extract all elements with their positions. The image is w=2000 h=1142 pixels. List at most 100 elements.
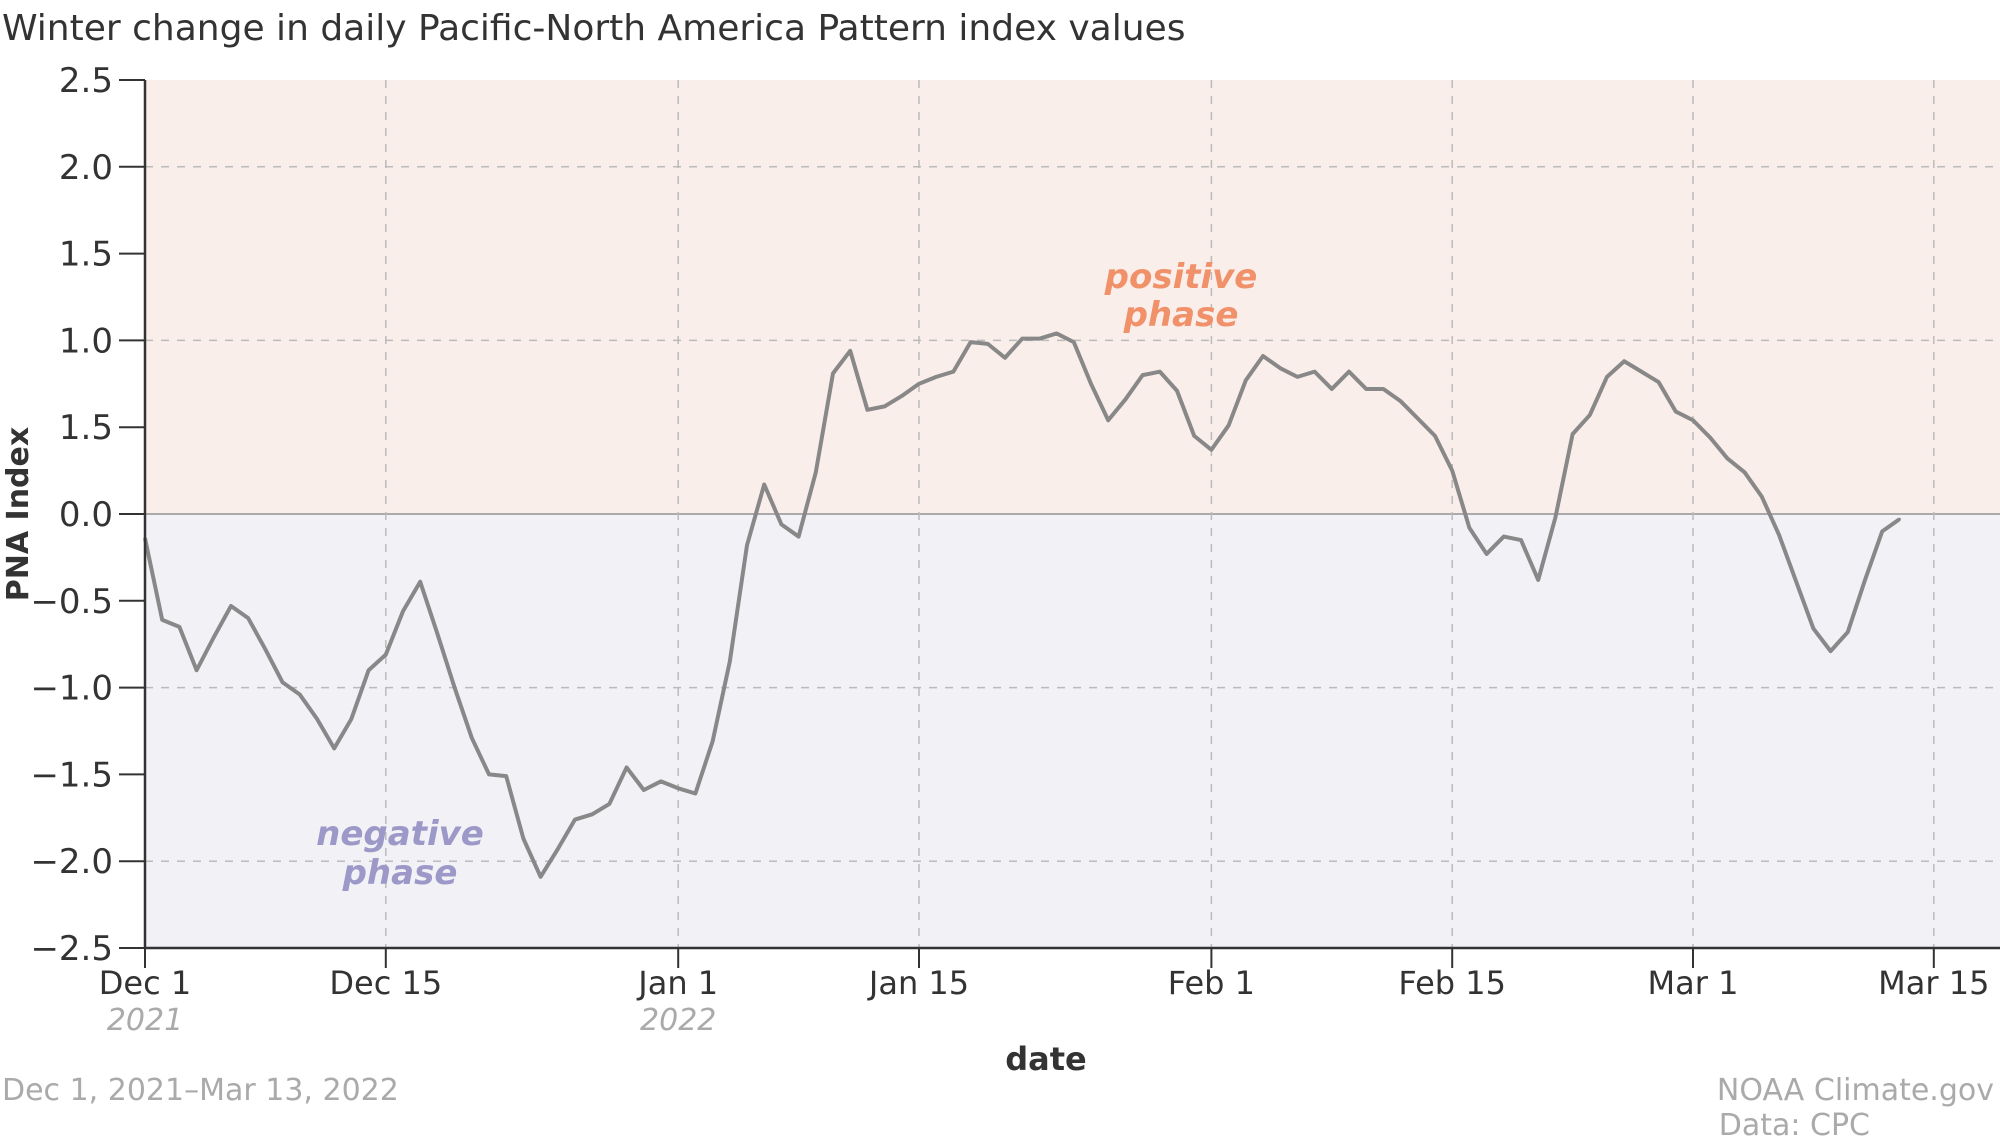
data-point [487,772,491,776]
footer-date-range: Dec 1, 2021–Mar 13, 2022 [2,1073,399,1108]
data-point [453,686,457,690]
data-point [1003,356,1007,360]
y-tick-label: −1.0 [30,669,113,709]
x-tick-label: Mar 15 [1878,964,1989,1002]
data-point [1175,389,1179,393]
data-point [367,668,371,672]
data-point [1811,627,1815,631]
data-point [745,543,749,547]
data-point [1433,434,1437,438]
x-tick-year-label: 2021 [107,1003,183,1038]
data-point [470,736,474,740]
y-tick-label: 1.5 [59,235,113,275]
data-point [1605,375,1609,379]
data-point [1829,649,1833,653]
data-point [1381,387,1385,391]
negative-phase-label: negative [316,814,484,854]
data-point [590,812,594,816]
positive-phase-region [145,80,2000,514]
data-point [1485,552,1489,556]
data-point [625,765,629,769]
data-point [281,680,285,684]
x-tick-label: Mar 1 [1648,964,1739,1002]
data-point [573,818,577,822]
data-point [1158,370,1162,374]
data-point [1691,418,1695,422]
data-point [676,786,680,790]
data-point [1553,515,1557,519]
data-point [831,371,835,375]
data-point [1364,387,1368,391]
data-point [659,779,663,783]
data-point [1863,578,1867,582]
data-point [1278,366,1282,370]
data-point [401,609,405,613]
data-point [797,535,801,539]
data-point [1622,359,1626,363]
data-point [1209,448,1213,452]
data-point [1055,331,1059,335]
y-axis-label: PNA Index [1,427,36,601]
data-point [1020,337,1024,341]
x-tick-label: Dec 1 [99,964,191,1002]
data-point [539,875,543,879]
data-point [917,382,921,386]
data-point [1295,375,1299,379]
footer-credit: NOAA Climate.gov [1717,1073,1994,1108]
y-tick-label: 1.5 [59,408,113,448]
data-point [1347,370,1351,374]
data-point [1657,380,1661,384]
data-point [504,774,508,778]
data-point [1192,434,1196,438]
data-point [1399,399,1403,403]
data-point [195,668,199,672]
data-point [435,632,439,636]
data-point [986,342,990,346]
negative-phase-region [145,514,2000,948]
data-point [1588,413,1592,417]
data-point [1416,417,1420,421]
data-point [556,847,560,851]
data-point [229,604,233,608]
data-point [349,717,353,721]
data-point [1141,373,1145,377]
data-point [1897,517,1901,521]
data-point [1261,354,1265,358]
y-tick-label: 2.0 [59,148,113,188]
data-point [1072,340,1076,344]
y-tick-label: 0.0 [59,495,113,535]
data-point [160,618,164,622]
data-point [521,837,525,841]
data-point [1244,378,1248,382]
y-tick-label: −0.5 [30,582,113,622]
data-point [1502,535,1506,539]
data-point [177,625,181,629]
data-point [1313,370,1317,374]
data-point [1794,580,1798,584]
data-point [1536,578,1540,582]
data-point [1777,533,1781,537]
data-point [1450,469,1454,473]
y-tick-label: 1.0 [59,321,113,361]
data-point [1760,495,1764,499]
data-point [1880,529,1884,533]
data-point [762,482,766,486]
y-tick-label: −1.5 [30,755,113,795]
data-point [1639,370,1643,374]
data-point [969,340,973,344]
data-point [1123,397,1127,401]
data-point [1467,526,1471,530]
chart-title: Winter change in daily Pacific-North Ame… [2,8,1185,49]
data-point [693,791,697,795]
y-tick-label: −2.0 [30,842,113,882]
data-point [900,394,904,398]
data-point [1571,432,1575,436]
data-point [607,802,611,806]
data-point [934,375,938,379]
positive-phase-label: positive [1104,257,1258,297]
data-point [1708,436,1712,440]
data-point [779,522,783,526]
data-point [728,660,732,664]
positive-phase-label: phase [1123,295,1239,335]
